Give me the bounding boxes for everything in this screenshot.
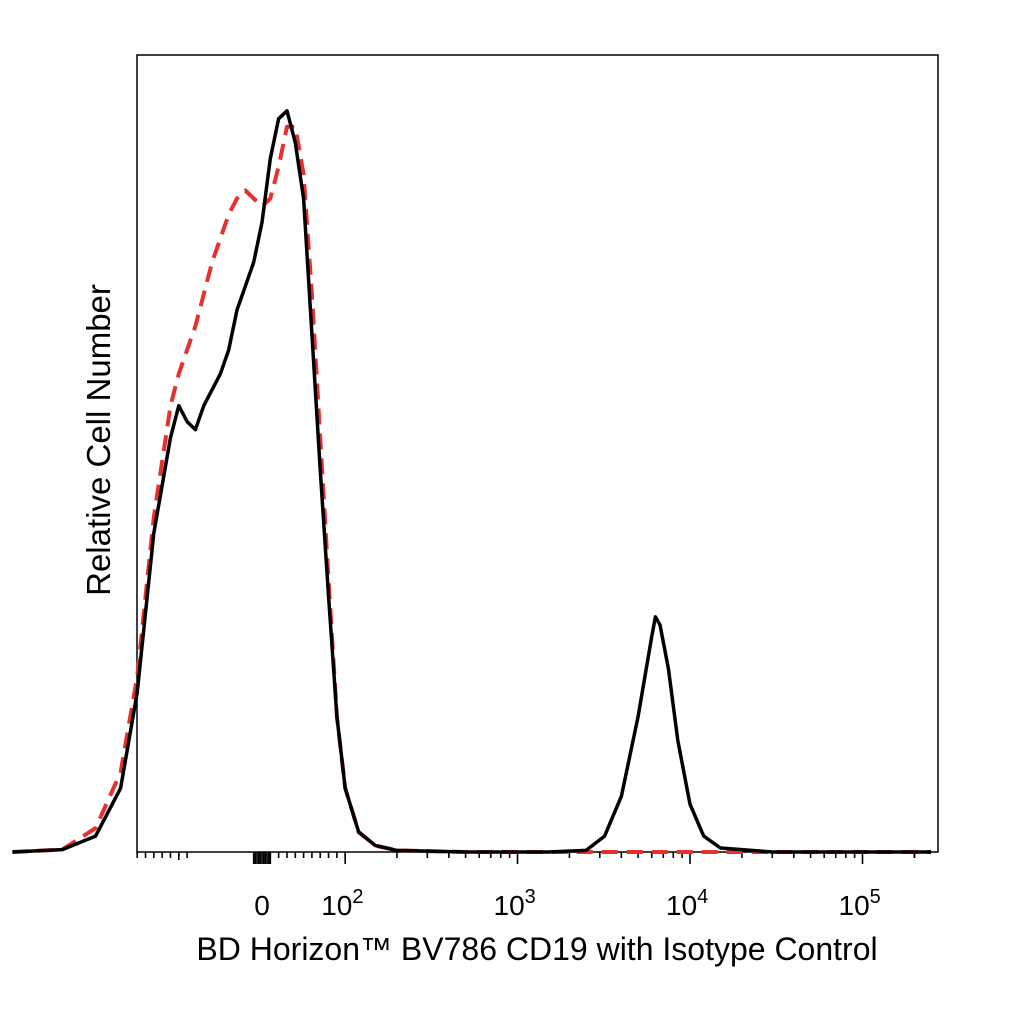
- x-axis-ticks: [136, 852, 916, 864]
- x-tick-label: 0: [254, 890, 270, 921]
- isotype-control-histogram: [12, 124, 932, 854]
- y-axis-label: Relative Cell Number: [80, 284, 117, 596]
- x-axis-tick-labels: 0 102 103 104 105: [254, 886, 881, 921]
- x-axis-label: BD Horizon™ BV786 CD19 with Isotype Cont…: [196, 931, 877, 967]
- x-tick-label: 102: [321, 886, 363, 921]
- x-tick-label: 103: [494, 886, 536, 921]
- x-tick-label: 105: [839, 886, 881, 921]
- cd19-histogram: [12, 109, 932, 854]
- series-layer: [12, 109, 932, 854]
- x-tick-label: 104: [666, 886, 708, 921]
- plot-frame: [136, 54, 939, 853]
